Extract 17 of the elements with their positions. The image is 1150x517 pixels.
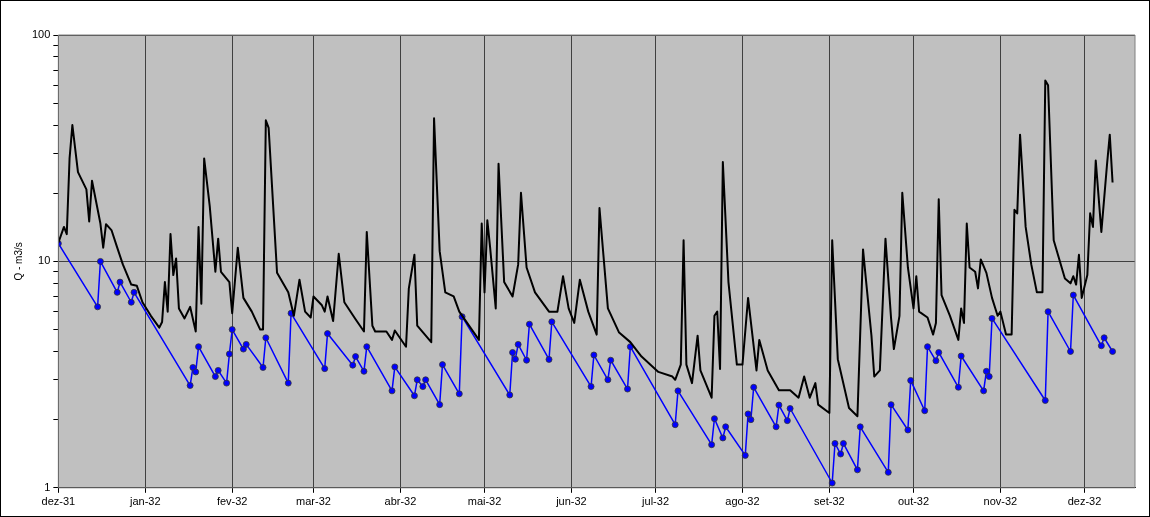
x-tick-label: fev-32 [216,495,248,508]
x-tick-label: jun-32 [555,495,587,508]
x-tick-label: abr-32 [384,495,417,508]
x-tick-label: mai-32 [467,495,502,508]
y-tick-label: 1 [44,480,51,493]
x-tick-label: set-32 [814,495,845,508]
x-tick-label: dez-31 [41,495,76,508]
y-axis-title: Q - m3/s [12,242,24,281]
x-tick-label: mar-32 [296,495,331,508]
y-tick-label: 100 [31,28,51,41]
x-tick-label: out-32 [897,495,930,508]
y-tick-label: 10 [38,254,51,267]
x-tick-label: jan-32 [128,495,161,508]
x-tick-label: nov-32 [983,495,1018,508]
x-tick-label: ago-32 [725,495,760,508]
x-tick-label: dez-32 [1067,495,1102,508]
x-tick-label: jul-32 [641,495,670,508]
